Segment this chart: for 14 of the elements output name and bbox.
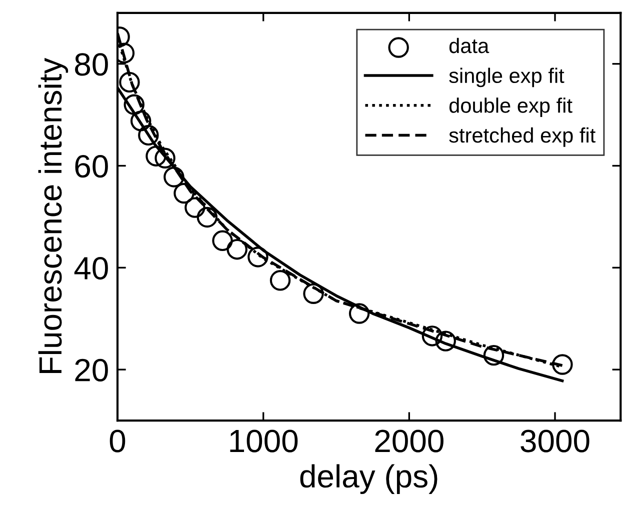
x-tick-label: 2000 — [375, 430, 444, 452]
x-axis-title: delay (ps) — [300, 464, 438, 494]
y-tick-label: 80 — [75, 53, 108, 76]
y-tick-label: 60 — [75, 155, 108, 178]
legend-label: double exp fit — [449, 98, 572, 117]
x-tick-label: 3000 — [520, 430, 590, 452]
y-tick-label: 20 — [75, 358, 108, 382]
legend-label: data — [449, 38, 490, 54]
x-tick-label: 0 — [110, 430, 126, 452]
y-axis-title: Fluorescence intensity — [38, 58, 68, 373]
y-tick-label: 40 — [74, 256, 108, 280]
legend-label: stretched exp fit — [449, 127, 596, 147]
x-tick-label: 1000 — [230, 430, 298, 452]
legend-label: single exp fit — [449, 68, 564, 88]
